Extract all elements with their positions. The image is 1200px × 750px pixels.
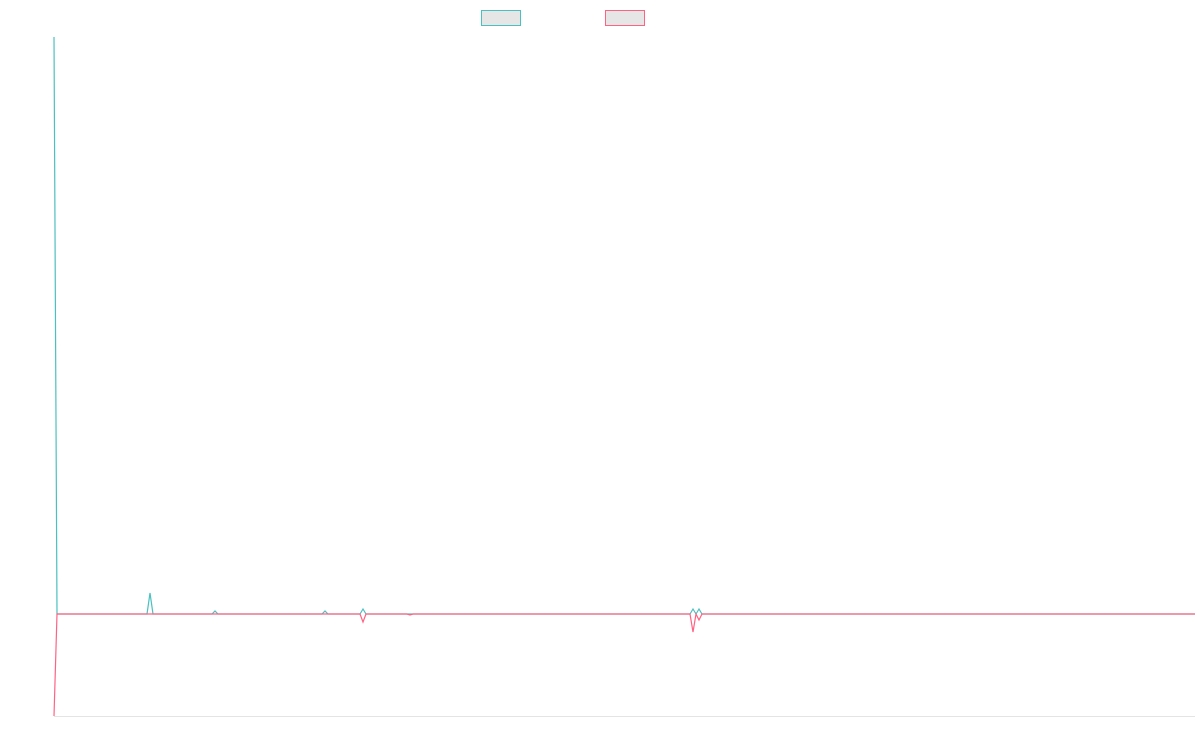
line-series [53,36,1195,616]
legend-swatch[interactable] [605,10,645,26]
legend-swatch[interactable] [481,10,521,26]
line-series [53,612,1195,717]
